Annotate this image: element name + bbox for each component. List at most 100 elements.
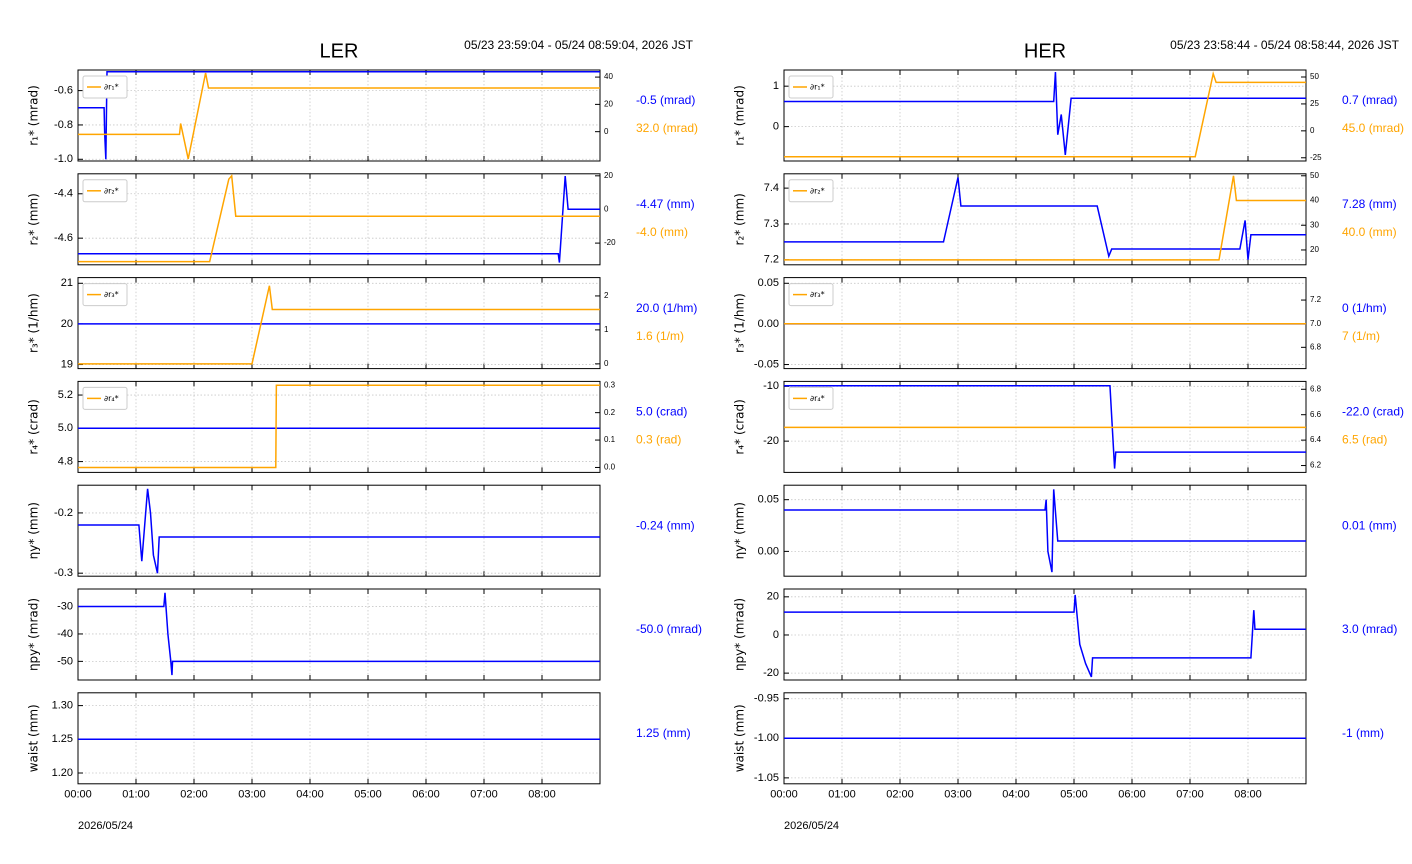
legend-box [788,179,834,203]
y-tick-label: 1.30 [52,700,73,712]
y-tick-label: 0.05 [758,277,779,289]
y-tick-label: -0.3 [54,567,73,579]
y-axis-label: r₄* (crad) [27,399,41,454]
readout: 0 (1/hm) [1342,301,1387,315]
y-axis-label: r₁* (mrad) [27,85,41,146]
x-tick-label: 03:00 [944,789,972,801]
x-tick-label: 04:00 [296,789,324,801]
y-axis-label: ηy* (mm) [733,502,747,559]
legend-box [82,179,128,203]
y2-tick-label: 0.1 [604,435,616,444]
y-tick-label: -20 [763,435,779,447]
y2-tick-label: 6.2 [1310,461,1322,470]
data-line [784,489,1306,573]
legend-box [788,283,834,307]
readout: -0.24 (mm) [636,518,695,532]
x-tick-label: 08:00 [528,789,556,801]
readout: 1.25 (mm) [636,726,691,740]
data-line [784,175,1306,261]
y2-tick-label: 0 [1310,126,1315,135]
legend-label: ∂r₃* [104,290,119,299]
y-axis-label: r₁* (mrad) [733,85,747,146]
x-tick-label: 00:00 [64,789,92,801]
y-axis-label: waist (mm) [733,704,747,772]
y-axis-label: r₃* (1/hm) [27,293,41,353]
y-axis-label: ηpy* (mrad) [27,598,41,671]
x-tick-label: 02:00 [886,789,914,801]
y-tick-label: -40 [57,628,73,640]
legend-label: ∂r₄* [104,394,119,403]
legend-box [82,75,128,99]
data-line [78,285,600,365]
y-axis-label: r₂* (mm) [27,193,41,245]
data-line [784,70,1306,158]
data-line [78,70,600,160]
x-tick-label: 04:00 [1002,789,1030,801]
chart-title: LER [320,40,359,62]
legend-label: ∂r₁* [810,83,825,92]
y2-tick-label: 20 [604,99,613,108]
panel-frame [783,69,1307,162]
y-tick-label: -0.95 [754,693,779,705]
y-tick-label: 0 [773,121,779,133]
panel-frame [77,277,601,370]
y-tick-label: 20 [61,318,73,330]
y2-tick-label: 20 [604,171,613,180]
panel-frame [783,588,1307,681]
readout: -22.0 (crad) [1342,405,1404,419]
y2-tick-label: 0 [604,205,609,214]
y-tick-label: -0.6 [54,85,73,97]
y-tick-label: 0 [773,629,779,641]
panel-frame [77,173,601,266]
y-axis-label: waist (mm) [27,704,41,772]
x-tick-label: 01:00 [122,789,150,801]
legend-box [82,283,128,307]
legend-label: ∂r₂* [104,186,119,195]
y-tick-label: -20 [763,667,779,679]
readout: -4.0 (mm) [636,225,688,239]
x-tick-label: 01:00 [828,789,856,801]
x-tick-label: 00:00 [770,789,798,801]
y-tick-label: 21 [61,277,73,289]
x-tick-label: 06:00 [1118,789,1146,801]
y2-tick-label: 50 [1310,72,1319,81]
chart-title: HER [1024,40,1066,62]
y-tick-label: -4.6 [54,232,73,244]
y-axis-label: r₃* (1/hm) [733,293,747,353]
readout: 0.3 (rad) [636,433,681,447]
y-tick-label: 7.2 [764,254,779,266]
y-tick-label: 0.00 [758,318,779,330]
y2-tick-label: 50 [1310,171,1319,180]
panel-frame [783,173,1307,266]
y-tick-label: 7.4 [764,182,779,194]
y-tick-label: -1.0 [54,153,73,165]
panel-frame [77,380,601,473]
y-tick-label: -0.2 [54,507,73,519]
y-tick-label: 20 [767,591,779,603]
readout: -50.0 (mrad) [636,622,702,636]
y-tick-label: 5.0 [58,422,73,434]
y2-tick-label: 0 [604,127,609,136]
y2-tick-label: 7.0 [1310,319,1322,328]
data-line [78,384,600,469]
y-tick-label: 7.3 [764,218,779,230]
y-axis-label: r₄* (crad) [733,399,747,454]
y-tick-label: 1.20 [52,767,73,779]
y2-tick-label: 0.3 [604,380,616,389]
x-tick-label: 02:00 [180,789,208,801]
y2-tick-label: 6.8 [1310,384,1322,393]
x-tick-label: 06:00 [412,789,440,801]
readout: -0.5 (mrad) [636,93,695,107]
data-line [784,177,1306,260]
y-axis-label: ηpy* (mrad) [733,598,747,671]
y2-tick-label: 40 [1310,196,1319,205]
y2-tick-label: 0.2 [604,408,616,417]
y2-tick-label: 20 [1310,245,1319,254]
readout: 45.0 (mrad) [1342,121,1404,135]
y-tick-label: -0.05 [754,358,779,370]
panel-frame [77,484,601,577]
data-line [78,488,600,574]
panel-frame [783,484,1307,577]
readout: 1.6 (1/m) [636,329,684,343]
